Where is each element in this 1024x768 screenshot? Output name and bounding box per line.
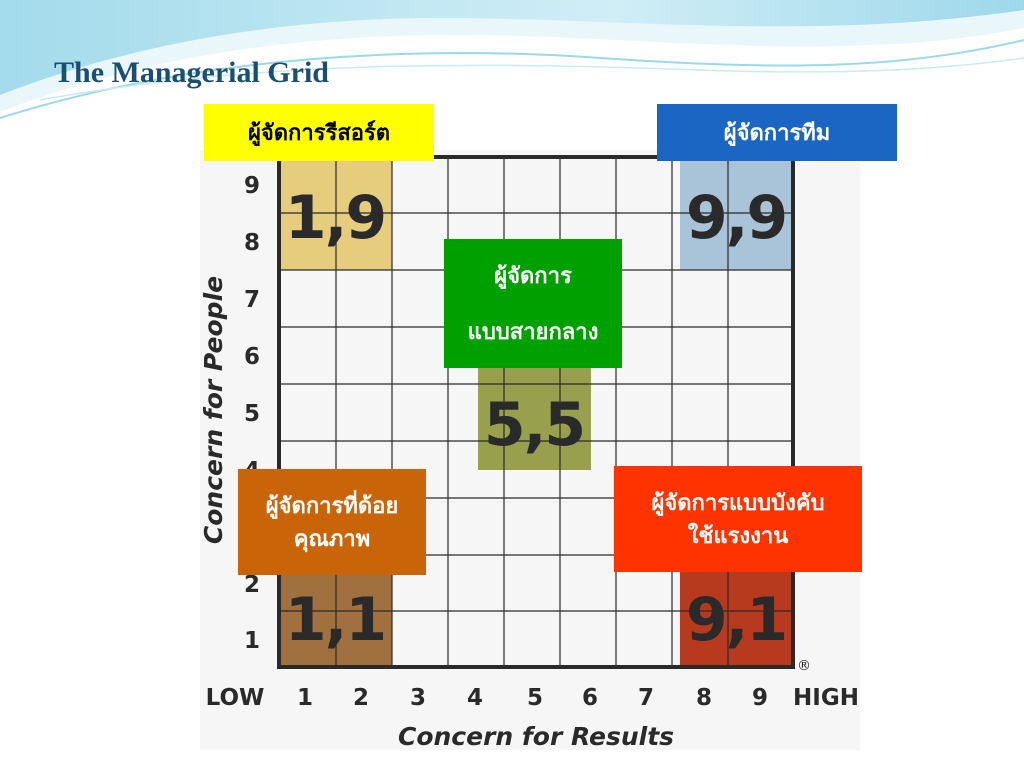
y-tick-label: 1 xyxy=(244,628,260,654)
cell-label-5-5: 5,5 xyxy=(484,390,584,460)
cell-5-5 xyxy=(478,360,591,470)
background-waves xyxy=(0,0,1024,119)
cell-label-1-1: 1,1 xyxy=(285,585,385,655)
x-tick-labels: LOW 1 2 3 4 5 6 7 8 9 HIGH xyxy=(206,685,859,711)
middle-road-label-line1: ผู้จัดการ xyxy=(494,262,572,288)
x-tick-label: 8 xyxy=(696,685,712,711)
middle-road-manager-box: ผู้จัดการ แบบสายกลาง xyxy=(444,239,622,368)
slide-title: The Managerial Grid xyxy=(54,56,329,89)
authority-manager-box: ผู้จัดการแบบบังคับ ใช้แรงงาน xyxy=(614,466,862,572)
y-tick-labels: 9 8 7 6 5 4 3 2 1 xyxy=(244,173,260,654)
impoverished-label-line1: ผู้จัดการที่ด้อย xyxy=(265,493,399,518)
y-tick-label: 8 xyxy=(244,230,260,256)
registered-mark: ® xyxy=(797,658,811,674)
x-axis-title: Concern for Results xyxy=(398,722,674,751)
middle-road-label-line2: แบบสายกลาง xyxy=(467,319,599,345)
x-low-label: LOW xyxy=(206,685,265,711)
x-tick-label: 4 xyxy=(467,685,483,711)
team-manager-box: ผู้จัดการทีม xyxy=(657,104,897,161)
x-tick-label: 9 xyxy=(752,685,768,711)
resort-manager-label: ผู้จัดการรีสอร์ต xyxy=(247,120,391,145)
resort-manager-box: ผู้จัดการรีสอร์ต xyxy=(204,104,434,161)
cell-label-9-1: 9,1 xyxy=(686,585,786,655)
y-axis-title: Concern for People xyxy=(199,276,228,544)
y-tick-label: 5 xyxy=(244,401,260,427)
x-tick-label: 5 xyxy=(527,685,543,711)
y-tick-label: 9 xyxy=(244,173,260,199)
y-tick-label: 6 xyxy=(244,344,260,370)
impoverished-manager-box: ผู้จัดการที่ด้อย คุณภาพ xyxy=(238,469,426,575)
x-tick-label: 2 xyxy=(353,685,369,711)
authority-label-line2: ใช้แรงงาน xyxy=(687,523,789,548)
x-tick-label: 3 xyxy=(410,685,426,711)
y-tick-label: 2 xyxy=(244,572,260,598)
x-tick-label: 6 xyxy=(582,685,598,711)
x-tick-label: 7 xyxy=(638,685,654,711)
team-manager-label: ผู้จัดการทีม xyxy=(723,120,831,145)
impoverished-label-line2: คุณภาพ xyxy=(293,526,371,551)
authority-label-line1: ผู้จัดการแบบบังคับ xyxy=(651,490,825,515)
cell-label-9-9: 9,9 xyxy=(686,183,786,253)
x-tick-label: 1 xyxy=(297,685,313,711)
cell-label-1-9: 1,9 xyxy=(285,183,385,253)
y-tick-label: 7 xyxy=(244,287,260,313)
x-high-label: HIGH xyxy=(793,685,859,711)
